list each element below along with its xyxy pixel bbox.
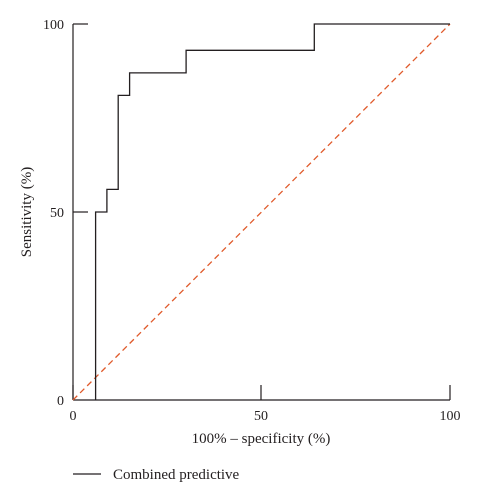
x-tick-label-100: 100 [440, 409, 461, 424]
reference-diagonal-line [72, 23, 451, 401]
legend: Combined predictive [73, 467, 240, 483]
y-tick-label-50: 50 [50, 206, 64, 221]
x-axis: 0 50 100 100% – specificity (%) [70, 385, 461, 447]
y-axis: 0 50 100 Sensitivity (%) [19, 18, 88, 409]
x-axis-label: 100% – specificity (%) [192, 431, 331, 447]
y-tick-label-100: 100 [43, 18, 64, 33]
x-tick-label-50: 50 [254, 409, 268, 424]
plot-area [72, 23, 451, 401]
y-axis-label: Sensitivity (%) [19, 167, 35, 257]
legend-label-combined-predictive: Combined predictive [113, 467, 240, 483]
x-tick-label-0: 0 [70, 409, 77, 424]
y-tick-label-0: 0 [57, 394, 64, 409]
roc-curve-line [94, 23, 450, 400]
